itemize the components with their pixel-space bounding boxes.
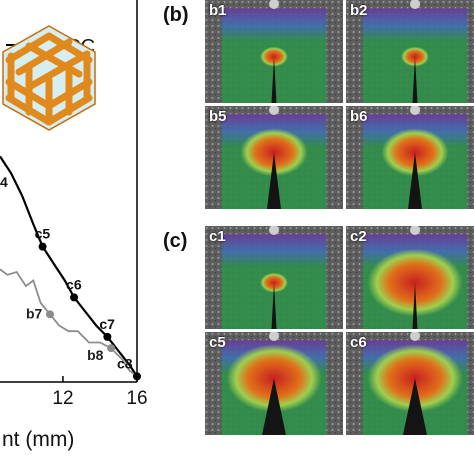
panel-c-label: (c) — [163, 230, 188, 252]
series-line-fcc — [0, 155, 138, 378]
x-tick-label-12: 12 — [52, 388, 73, 409]
marker-c7 — [103, 332, 112, 341]
marker-c6 — [70, 293, 79, 302]
marker-label-c8: c8 — [117, 355, 133, 371]
x-tick-label-16: 16 — [126, 388, 147, 409]
dic-image-label-c5: c5 — [209, 334, 226, 351]
dic-image-c5: c5 — [205, 332, 343, 435]
panel-b-label: (b) — [163, 4, 189, 26]
dic-image-label-b1: b1 — [209, 2, 227, 19]
fcc-lattice-icon — [2, 25, 96, 131]
dic-image-c1: c1 — [205, 226, 343, 329]
dic-image-label-b5: b5 — [209, 108, 227, 125]
marker-b8 — [107, 344, 116, 353]
dic-image-label-b6: b6 — [350, 108, 368, 125]
marker-c5 — [38, 242, 47, 251]
chart-series — [0, 155, 138, 378]
marker-label-b7: b7 — [26, 305, 43, 321]
chart-ticks: 12 16 — [52, 376, 148, 409]
dic-image-label-c6: c6 — [350, 334, 367, 351]
dic-image-label-c1: c1 — [209, 228, 226, 245]
dic-image-b1: b1 — [205, 0, 343, 103]
chart-markers: c5 c6 c7 c8 b7 b8 — [26, 226, 141, 381]
dic-image-label-c2: c2 — [350, 228, 367, 245]
chart-partial-label: 4 — [0, 174, 8, 190]
dic-image-b6: b6 — [346, 106, 474, 209]
marker-label-c5: c5 — [35, 226, 51, 242]
dic-image-c2: c2 — [346, 226, 474, 329]
dic-image-b5: b5 — [205, 106, 343, 209]
dic-image-c6: c6 — [346, 332, 474, 435]
marker-label-c7: c7 — [99, 316, 115, 332]
marker-label-b8: b8 — [87, 347, 104, 363]
dic-image-b2: b2 — [346, 0, 474, 103]
marker-b7 — [45, 310, 54, 319]
series-line-gray — [0, 268, 138, 378]
marker-label-c6: c6 — [66, 276, 82, 292]
x-axis-label: nt (mm) — [2, 428, 74, 451]
chart-axes — [0, 0, 138, 383]
dic-image-label-b2: b2 — [350, 2, 368, 19]
